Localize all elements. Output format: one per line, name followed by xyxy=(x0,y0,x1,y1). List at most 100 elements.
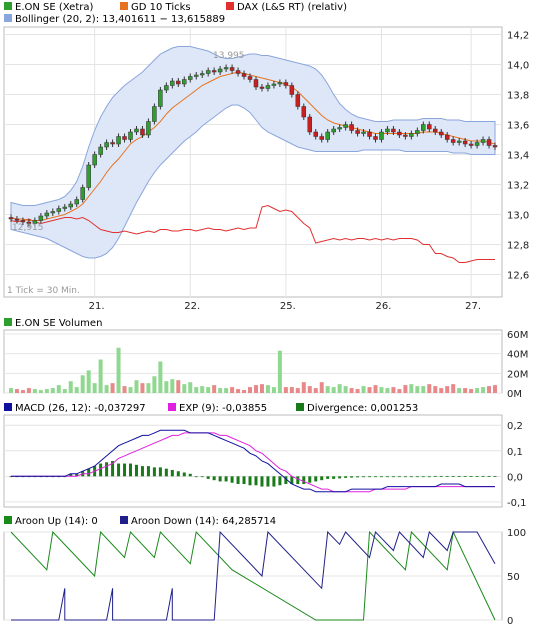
candle-body xyxy=(247,76,253,80)
volume-bar xyxy=(301,382,306,393)
legend-swatch-aroon-down xyxy=(120,516,128,524)
volume-bar xyxy=(176,380,181,393)
divergence-bar xyxy=(403,476,407,478)
candle-body xyxy=(176,80,181,85)
candle-body xyxy=(462,140,468,145)
legend-swatch-bollinger xyxy=(4,14,12,22)
candle-body xyxy=(295,94,301,107)
candle-body xyxy=(271,83,277,86)
divergence-bar xyxy=(170,469,174,477)
high-annotation: 13,995 xyxy=(213,51,245,61)
volume-bars xyxy=(8,347,498,393)
volume-bar xyxy=(50,388,55,393)
candle-body xyxy=(331,128,336,133)
volume-bar xyxy=(8,388,13,393)
volume-bar xyxy=(146,383,151,393)
divergence-bar xyxy=(117,463,121,477)
volume-bar xyxy=(74,387,79,393)
candle-body xyxy=(409,133,414,137)
candle-body xyxy=(456,140,462,143)
volume-bar xyxy=(307,386,312,393)
volume-panel: 60M 40M 20M 0M xyxy=(3,329,528,400)
price-y-tick: 13,2 xyxy=(507,181,529,192)
legend-swatch-volume xyxy=(4,318,12,326)
price-panel: 13,995 12,915 1 Tick = 30 Min. 14,214,01… xyxy=(3,26,529,312)
divergence-bar xyxy=(487,476,491,477)
volume-bar xyxy=(271,387,276,393)
candle-body xyxy=(337,127,342,130)
candle-body xyxy=(403,134,408,137)
candle-body xyxy=(474,142,480,146)
candle-body xyxy=(319,136,324,140)
candle-body xyxy=(468,143,474,146)
macd-frame xyxy=(3,414,503,508)
volume-bar xyxy=(367,387,372,393)
candle-body xyxy=(301,106,307,118)
price-x-tick: 25. xyxy=(280,301,296,312)
candle-body xyxy=(253,79,259,88)
divergence-bar xyxy=(200,476,204,478)
candle-body xyxy=(307,116,313,133)
volume-bar xyxy=(445,386,450,393)
price-y-tick: 12,8 xyxy=(507,241,529,252)
legend-swatch-macd xyxy=(4,403,12,411)
volume-bar xyxy=(385,388,390,393)
volume-bar xyxy=(331,387,336,393)
candle-body xyxy=(92,154,97,166)
divergence-bar xyxy=(397,476,401,478)
volume-y-ticks: 60M 40M 20M 0M xyxy=(507,330,528,400)
volume-bar xyxy=(253,385,258,393)
volume-bar xyxy=(182,384,187,393)
candle-body xyxy=(235,70,241,74)
volume-bar xyxy=(319,382,324,393)
volume-bar xyxy=(218,388,223,393)
volume-bar xyxy=(283,387,288,393)
price-x-tick: 22. xyxy=(184,301,200,312)
legend-macd: MACD (26, 12): -0,037297 xyxy=(15,403,146,414)
candle-body xyxy=(80,187,85,200)
candle-body xyxy=(433,128,438,133)
volume-bar xyxy=(451,384,456,393)
candle-body xyxy=(38,215,44,221)
candle-body xyxy=(182,79,187,85)
volume-bar xyxy=(134,380,139,393)
aroon-legend: Aroon Up (14): 0 Aroon Down (14): 64,285… xyxy=(4,516,276,527)
candle-body xyxy=(379,131,384,140)
divergence-bar xyxy=(248,476,252,486)
volume-bar xyxy=(421,386,426,393)
aroon-panel: 100 50 0 xyxy=(3,528,526,627)
divergence-bar xyxy=(111,461,115,477)
divergence-bar xyxy=(439,476,443,477)
divergence-bar xyxy=(332,476,336,479)
price-y-tick: 13,6 xyxy=(507,121,529,132)
volume-bar xyxy=(32,389,37,393)
volume-bar xyxy=(337,384,342,393)
divergence-bar xyxy=(9,476,13,478)
divergence-bar xyxy=(290,476,294,484)
divergence-bar xyxy=(146,466,150,477)
volume-bar xyxy=(116,347,121,393)
divergence-bar xyxy=(69,473,73,477)
candle-body xyxy=(223,67,229,70)
divergence-bar xyxy=(212,476,216,481)
dax-line xyxy=(10,204,495,263)
candle-body xyxy=(367,131,372,137)
candle-body xyxy=(32,220,38,224)
price-legend: E.ON SE (Xetra) GD 10 Ticks DAX (L&S RT)… xyxy=(4,2,347,25)
divergence-bar xyxy=(374,476,377,478)
volume-bar xyxy=(475,388,480,393)
volume-bar xyxy=(152,376,157,393)
volume-y-tick: 40M xyxy=(507,350,528,361)
volume-bar xyxy=(481,387,486,393)
divergence-bar xyxy=(224,476,228,482)
legend-swatch-eon xyxy=(4,2,12,10)
macd-panel: 0,2 0,1 0,0 -0,1 xyxy=(3,414,527,509)
divergence-bar xyxy=(427,476,431,478)
divergence-bar xyxy=(134,464,138,477)
candle-body xyxy=(146,121,151,136)
divergence-bar xyxy=(302,476,306,484)
legend-gd: GD 10 Ticks xyxy=(131,2,191,13)
candle-body xyxy=(217,68,223,73)
candle-body xyxy=(199,73,205,76)
divergence-bar xyxy=(123,463,127,477)
